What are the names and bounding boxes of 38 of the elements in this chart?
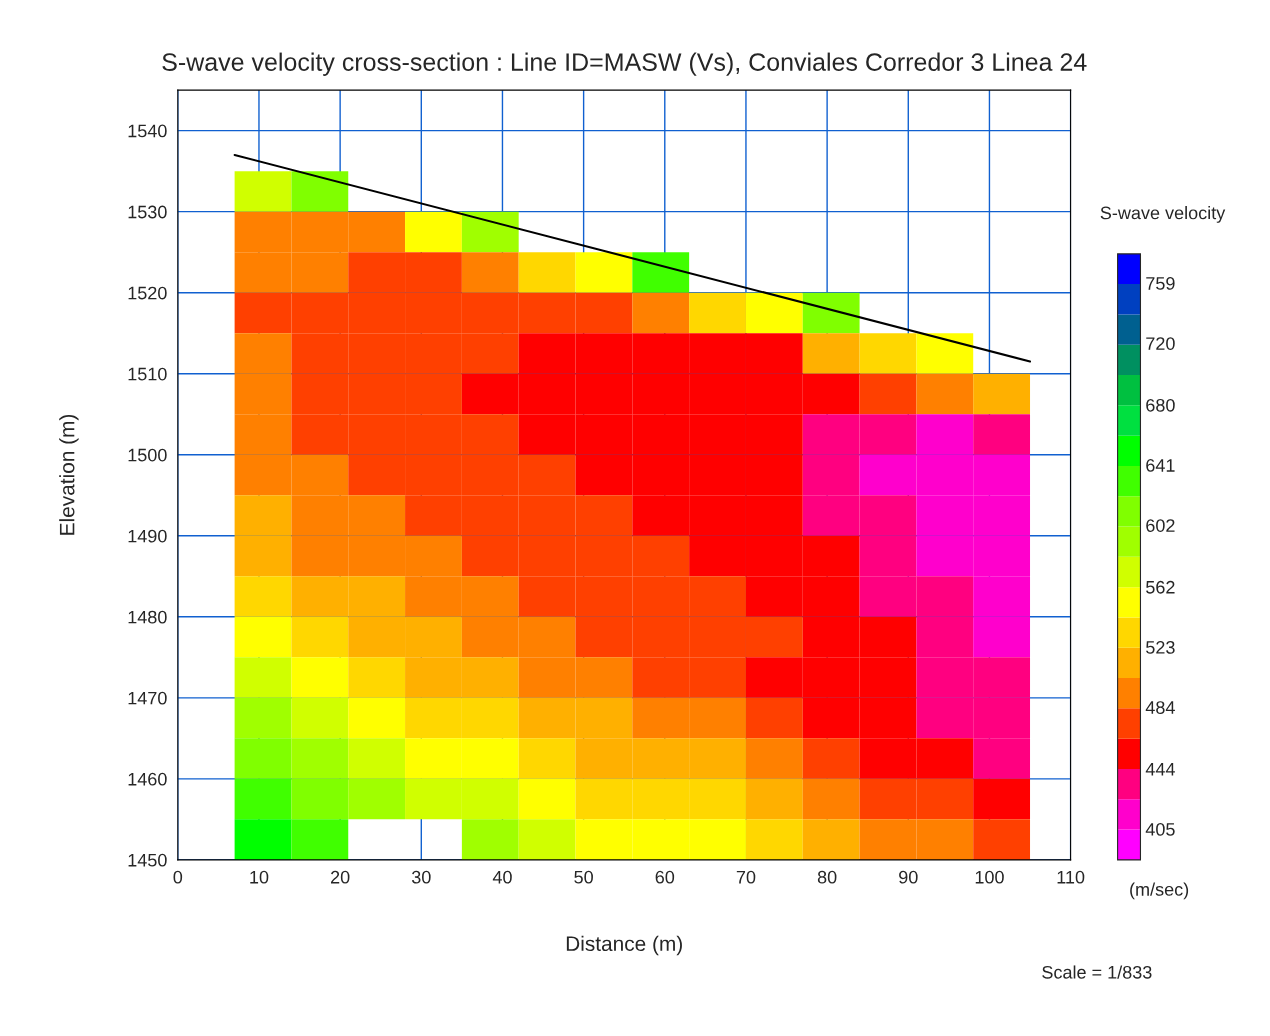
x-tick-label: 30 <box>411 870 431 884</box>
y-tick-label: 1470 <box>128 691 167 705</box>
x-tick-label: 50 <box>574 870 593 884</box>
x-tick-label: 20 <box>331 870 350 884</box>
x-tick-label: 60 <box>655 870 675 884</box>
x-tick-label: 100 <box>975 870 1004 884</box>
x-tick-label: 70 <box>736 870 756 884</box>
color-bar-label: 484 <box>1145 701 1175 714</box>
y-tick-label: 1480 <box>128 610 167 624</box>
color-bar-label: 641 <box>1146 459 1175 472</box>
text: Scale = 1/833 <box>1042 965 1152 979</box>
color-bar-label: 720 <box>1146 337 1175 350</box>
y-axis-title: Elevation (m) <box>59 414 79 535</box>
color-bar-label: 680 <box>1146 398 1175 412</box>
x-tick-label: 10 <box>250 870 269 884</box>
x-tick-label: 40 <box>492 870 512 884</box>
x-axis-title: Distance (m) <box>566 935 682 956</box>
color-bar-label: 523 <box>1146 641 1175 654</box>
y-tick-label: 1510 <box>128 367 167 381</box>
color-bar-label: 444 <box>1145 763 1175 776</box>
text: (m/sec) <box>1130 882 1189 900</box>
color-bar-label: 562 <box>1146 580 1175 594</box>
y-tick-label: 1500 <box>128 448 167 462</box>
color-bar-title: S-wave velocity <box>1100 206 1226 223</box>
chart-title: S-wave velocity cross-section : Line ID=MASW (Vs), Conviales Corredor 3 Linea 24 <box>162 52 1087 76</box>
y-tick-label: 1530 <box>128 205 167 219</box>
x-tick-label: 110 <box>1057 870 1085 884</box>
y-tick-label: 1490 <box>128 529 167 543</box>
y-tick-label: 1520 <box>128 286 167 300</box>
y-tick-label: 1450 <box>128 853 167 867</box>
y-tick-label: 1460 <box>128 772 167 786</box>
color-bar-label: 759 <box>1146 277 1175 290</box>
color-bar-label: 602 <box>1146 519 1175 532</box>
color-bar-label: 405 <box>1145 822 1175 836</box>
y-tick-label: 1540 <box>128 124 167 138</box>
x-tick-label: 80 <box>817 870 837 884</box>
x-tick-label: 90 <box>899 870 918 884</box>
x-tick-label: 0 <box>173 870 183 884</box>
